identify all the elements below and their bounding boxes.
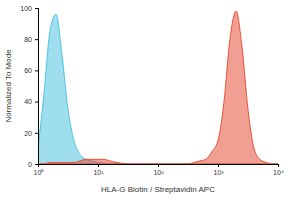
y-axis-line — [35, 9, 39, 165]
y-tick-mark — [35, 164, 38, 165]
x-tick-label: 10¹ — [93, 169, 104, 176]
x-tick: 10¹ — [93, 164, 104, 176]
x-tick-label: 10³ — [213, 169, 224, 176]
x-tick: 10⁰ — [34, 164, 45, 176]
x-tick-label: 10⁰ — [34, 169, 45, 176]
y-tick-label: 0 — [28, 161, 32, 168]
x-axis-title: HLA-G Biotin / Streptavidin APC — [101, 185, 215, 194]
y-tick-mark — [35, 102, 38, 103]
chart: 10⁰ 10¹ 10² 10³ 10⁴ 0 20 40 60 80 100 HLA-G Biotin … — [0, 0, 300, 200]
marks — [38, 11, 278, 164]
x-tick: 10² — [153, 164, 164, 176]
y-tick: 80 — [24, 36, 38, 43]
x-axis-line — [39, 165, 279, 168]
x-tick-mark — [218, 164, 219, 167]
x-tick: 10³ — [213, 164, 224, 176]
y-tick-mark — [35, 70, 38, 71]
y-tick-label: 60 — [24, 67, 32, 74]
y-tick: 20 — [24, 130, 38, 137]
y-tick: 60 — [24, 67, 38, 74]
y-tick-label: 20 — [24, 130, 32, 137]
y-tick-mark — [35, 39, 38, 40]
y-tick-label: 100 — [20, 5, 32, 12]
x-tick-label: 10⁴ — [273, 169, 284, 176]
x-tick-mark — [278, 164, 279, 167]
x-axis: 10⁰ 10¹ 10² 10³ 10⁴ — [34, 164, 284, 176]
y-tick-label: 80 — [24, 36, 32, 43]
y-tick-label: 40 — [24, 98, 32, 105]
x-tick-label: 10² — [153, 169, 164, 176]
y-tick-mark — [35, 8, 38, 9]
y-tick: 100 — [20, 5, 38, 12]
y-tick: 40 — [24, 98, 38, 105]
y-tick: 0 — [28, 161, 38, 168]
plot: 10⁰ 10¹ 10² 10³ 10⁴ 0 20 40 60 80 100 — [20, 5, 284, 176]
histogram-area — [38, 11, 278, 164]
x-tick-mark — [158, 164, 159, 167]
y-axis: 0 20 40 60 80 100 — [20, 5, 38, 168]
y-tick-mark — [35, 133, 38, 134]
y-axis-title: Normalized To Mode — [4, 49, 13, 123]
x-tick: 10⁴ — [273, 164, 284, 176]
x-tick-mark — [98, 164, 99, 167]
